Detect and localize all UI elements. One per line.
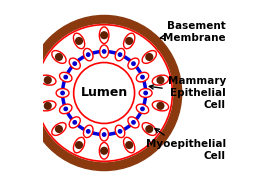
Ellipse shape bbox=[69, 58, 80, 69]
Ellipse shape bbox=[115, 125, 125, 138]
Ellipse shape bbox=[142, 51, 156, 63]
Circle shape bbox=[118, 129, 122, 134]
Ellipse shape bbox=[99, 142, 109, 159]
Circle shape bbox=[63, 107, 68, 111]
Circle shape bbox=[143, 91, 148, 95]
Text: Basement
Membrane: Basement Membrane bbox=[160, 21, 226, 43]
Circle shape bbox=[86, 129, 91, 134]
Ellipse shape bbox=[99, 27, 109, 44]
Ellipse shape bbox=[69, 117, 80, 128]
Ellipse shape bbox=[100, 128, 109, 141]
Ellipse shape bbox=[52, 51, 66, 63]
Ellipse shape bbox=[40, 75, 56, 85]
Circle shape bbox=[72, 61, 77, 66]
Circle shape bbox=[145, 53, 153, 61]
Ellipse shape bbox=[115, 48, 125, 61]
Ellipse shape bbox=[83, 48, 93, 61]
Circle shape bbox=[118, 52, 122, 57]
Circle shape bbox=[100, 31, 108, 39]
Ellipse shape bbox=[139, 89, 152, 97]
Ellipse shape bbox=[128, 117, 139, 128]
Circle shape bbox=[102, 49, 107, 54]
Circle shape bbox=[131, 120, 136, 125]
Ellipse shape bbox=[73, 137, 85, 153]
Ellipse shape bbox=[100, 45, 109, 58]
Circle shape bbox=[55, 125, 63, 133]
Circle shape bbox=[140, 75, 145, 79]
Ellipse shape bbox=[152, 75, 169, 85]
Ellipse shape bbox=[73, 33, 85, 49]
Ellipse shape bbox=[40, 101, 56, 111]
Circle shape bbox=[72, 120, 77, 125]
Circle shape bbox=[55, 53, 63, 61]
Ellipse shape bbox=[124, 33, 135, 49]
Circle shape bbox=[63, 75, 68, 79]
Circle shape bbox=[145, 125, 153, 133]
Circle shape bbox=[44, 76, 52, 84]
Circle shape bbox=[100, 147, 108, 155]
Ellipse shape bbox=[83, 125, 93, 138]
Circle shape bbox=[75, 141, 83, 149]
Circle shape bbox=[44, 102, 52, 110]
Circle shape bbox=[140, 107, 145, 111]
Circle shape bbox=[156, 102, 164, 110]
Ellipse shape bbox=[60, 72, 72, 82]
Ellipse shape bbox=[136, 72, 149, 82]
Text: Mammary
Epithelial
Cell: Mammary Epithelial Cell bbox=[149, 76, 226, 110]
Ellipse shape bbox=[52, 123, 66, 135]
Text: Lumen: Lumen bbox=[80, 86, 128, 100]
Ellipse shape bbox=[124, 137, 135, 153]
Text: Myoepithelial
Cell: Myoepithelial Cell bbox=[146, 129, 226, 161]
Circle shape bbox=[86, 52, 91, 57]
Circle shape bbox=[76, 64, 133, 122]
Ellipse shape bbox=[142, 123, 156, 135]
Circle shape bbox=[102, 132, 107, 137]
Circle shape bbox=[125, 141, 133, 149]
Circle shape bbox=[131, 61, 136, 66]
Circle shape bbox=[75, 37, 83, 45]
Ellipse shape bbox=[56, 89, 69, 97]
Ellipse shape bbox=[128, 58, 139, 69]
Ellipse shape bbox=[136, 104, 149, 114]
Circle shape bbox=[60, 91, 65, 95]
Circle shape bbox=[27, 15, 182, 171]
Ellipse shape bbox=[152, 101, 169, 111]
Circle shape bbox=[156, 76, 164, 84]
Ellipse shape bbox=[60, 104, 72, 114]
Circle shape bbox=[35, 24, 173, 162]
Circle shape bbox=[125, 37, 133, 45]
